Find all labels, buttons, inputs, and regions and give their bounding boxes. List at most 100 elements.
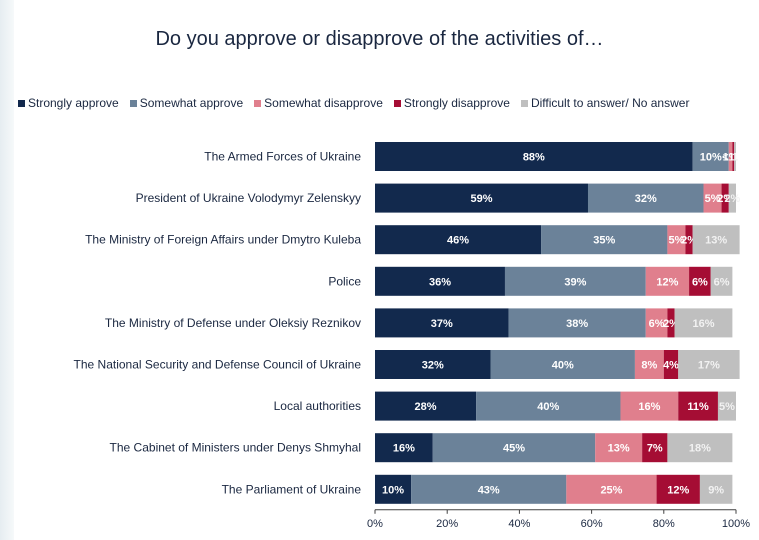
legend-item: Somewhat disapprove (254, 96, 383, 110)
data-label: 37% (431, 318, 453, 330)
data-label: 12% (667, 484, 689, 496)
category-label: Police (328, 274, 361, 288)
bar-segment (674, 308, 733, 338)
bar-segment (699, 474, 733, 504)
data-label: 5% (705, 193, 721, 205)
bar-segment (717, 391, 736, 421)
data-label: 38% (566, 318, 588, 330)
bar-segment (667, 433, 733, 463)
bar-segment (685, 225, 693, 255)
bar-segment (375, 350, 491, 379)
data-label: 40% (537, 401, 559, 413)
legend-swatch (254, 99, 262, 107)
data-label: 4% (663, 360, 679, 372)
bar-segment (645, 308, 668, 338)
bar-segment (541, 225, 668, 255)
legend-label: Strongly disapprove (403, 96, 510, 110)
bar-segment (678, 391, 718, 421)
data-label: 45% (503, 443, 525, 455)
data-label: 9% (708, 484, 724, 496)
data-label: 46% (447, 235, 469, 247)
data-label: 32% (635, 193, 657, 205)
data-label: 18% (689, 443, 711, 455)
bar-segment (656, 474, 700, 504)
bar-segment (587, 183, 704, 213)
data-label: 5% (668, 235, 684, 247)
data-label: 10% (382, 484, 404, 496)
bar-segment (710, 266, 733, 296)
data-label: 7% (647, 443, 663, 455)
bar-segment (411, 474, 567, 504)
bar-segment (432, 433, 596, 463)
data-label: 88% (523, 152, 545, 164)
data-label: 39% (564, 276, 586, 288)
data-label: 16% (393, 443, 415, 455)
bar-segment (375, 266, 505, 296)
data-label: 6% (649, 318, 665, 330)
legend-swatch (18, 99, 25, 107)
x-tick-label: 40% (508, 518, 530, 530)
data-label: 13% (705, 235, 727, 247)
data-label: 1 (732, 152, 738, 164)
bar-segment (645, 266, 690, 296)
data-label: 35% (593, 235, 615, 247)
bar-segment (620, 391, 679, 421)
data-label: 17% (698, 360, 720, 372)
data-label: 28% (415, 401, 437, 413)
data-label: 11% (687, 401, 709, 413)
bar-segment (692, 142, 729, 171)
bar-segment (728, 183, 736, 213)
legend-swatch (520, 99, 528, 107)
legend-label: Somewhat disapprove (264, 96, 383, 110)
data-label: 2% (724, 193, 740, 205)
bar-segment (595, 433, 643, 463)
bar-segment (375, 225, 542, 255)
bar-segment (732, 142, 735, 171)
bar-segment (375, 142, 693, 171)
data-label: 25% (600, 484, 622, 496)
category-label: The National Security and Defense Counci… (74, 358, 362, 372)
legend-label: Difficult to answer/ No answer (530, 96, 690, 110)
bar-segment (375, 308, 509, 338)
data-label: 6% (692, 276, 708, 288)
category-label: The Parliament of Ukraine (222, 482, 362, 496)
bar-segment (689, 266, 711, 296)
bar-segment (667, 308, 675, 338)
legend-item: Strongly approve (18, 96, 119, 110)
data-label: 8% (641, 360, 657, 372)
bar-segment (375, 183, 588, 213)
x-tick-label: 0% (367, 518, 383, 530)
bar-segment (375, 433, 433, 463)
legend-swatch (393, 99, 401, 107)
data-label: 40% (552, 360, 574, 372)
legend-item: Strongly disapprove (393, 96, 510, 110)
category-label: Local authorities (274, 399, 361, 413)
bar-segment (678, 350, 740, 379)
category-label: The Ministry of Foreign Affairs under Dm… (85, 233, 361, 247)
x-tick-label: 60% (581, 518, 603, 530)
data-label: 16% (692, 318, 714, 330)
bar-segment (490, 350, 635, 379)
bar-segment (692, 225, 740, 255)
data-label: 32% (422, 360, 444, 372)
legend-item: Somewhat approve (129, 96, 244, 110)
data-label: 13% (608, 443, 630, 455)
category-label: The Ministry of Defense under Oleksiy Re… (105, 316, 361, 330)
bar-segment (734, 142, 736, 171)
chart-title: Do you approve or disapprove of the acti… (155, 28, 604, 50)
bar-segment (375, 474, 412, 504)
bar-segment (667, 225, 686, 255)
x-tick-label: 80% (653, 518, 675, 530)
x-tick-label: 100% (722, 518, 750, 530)
x-tick-label: 20% (436, 518, 458, 530)
data-label: 6% (714, 276, 730, 288)
left-decorative-band (0, 0, 14, 540)
bar-segment (634, 350, 664, 379)
bar-segment (703, 183, 722, 213)
legend-label: Somewhat approve (139, 96, 244, 110)
bar-segment (566, 474, 657, 504)
bar-segment (728, 142, 733, 171)
data-label: 36% (429, 276, 451, 288)
data-label: 12% (656, 276, 678, 288)
